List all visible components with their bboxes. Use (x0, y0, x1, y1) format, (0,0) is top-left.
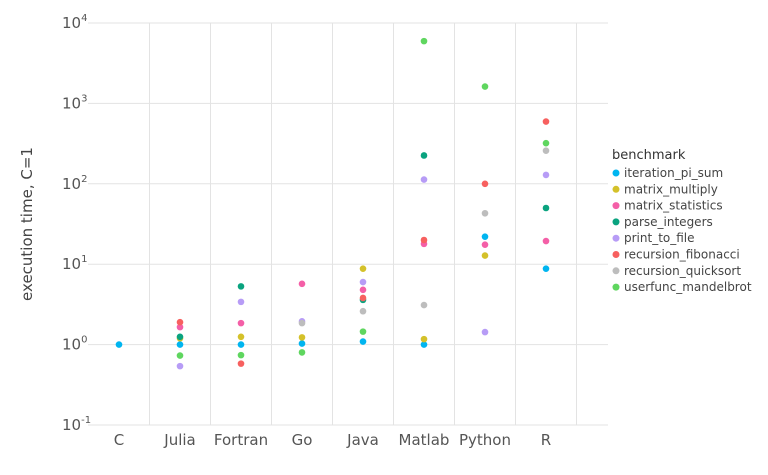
legend: benchmark iteration_pi_sum matrix_multipl… (612, 148, 752, 294)
data-point-recursion-fibonacci (176, 318, 184, 326)
data-point-iteration-pi-sum (115, 341, 123, 348)
data-point-userfunc-mandelbrot (481, 83, 489, 90)
data-point-iteration-pi-sum (359, 338, 367, 345)
data-point-print-to-file (481, 328, 489, 336)
data-point-matrix-statistics (237, 319, 245, 327)
data-point-recursion-fibonacci (237, 360, 245, 367)
x-tick-label: C (114, 431, 124, 449)
data-point-parse-integers (176, 333, 184, 341)
data-point-parse-integers (237, 283, 245, 290)
data-point-userfunc-mandelbrot (420, 37, 428, 45)
x-axis-ticks: C Julia Fortran Go Java Matlab Python R (114, 431, 551, 449)
legend-marker (612, 185, 620, 193)
data-point-parse-integers (420, 152, 428, 159)
data-point-recursion-quicksort (542, 147, 550, 155)
data-points (115, 37, 550, 370)
data-point-iteration-pi-sum (481, 233, 489, 240)
data-point-matrix-multiply (359, 265, 367, 272)
legend-title: benchmark (612, 148, 686, 163)
legend-label: print_to_file (624, 231, 695, 245)
legend-label: matrix_statistics (624, 199, 723, 213)
legend-label: userfunc_mandelbrot (624, 280, 752, 294)
data-point-iteration-pi-sum (298, 340, 306, 347)
legend-label: recursion_fibonacci (624, 248, 740, 262)
data-point-recursion-quicksort (298, 319, 306, 327)
data-point-print-to-file (359, 278, 367, 286)
legend-marker (612, 202, 620, 210)
data-point-print-to-file (176, 362, 184, 370)
legend-label: parse_integers (624, 215, 713, 229)
data-point-userfunc-mandelbrot (176, 352, 184, 359)
data-point-matrix-statistics (481, 241, 489, 248)
legend-marker (612, 234, 620, 242)
data-point-print-to-file (542, 171, 550, 179)
legend-marker (612, 267, 620, 275)
data-point-matrix-statistics (359, 286, 367, 294)
y-tick-label: 101 (62, 254, 87, 273)
legend-label: iteration_pi_sum (624, 166, 723, 180)
y-axis-title: execution time, C=1 (18, 147, 36, 301)
data-point-userfunc-mandelbrot (542, 139, 550, 147)
data-point-userfunc-mandelbrot (237, 351, 245, 359)
grid-lines (88, 22, 608, 426)
y-tick-label: 100 (62, 335, 87, 354)
y-tick-label: 103 (62, 93, 87, 112)
data-point-recursion-fibonacci (481, 180, 489, 188)
legend-marker (612, 251, 620, 258)
x-tick-label: Python (459, 431, 511, 449)
data-point-iteration-pi-sum (420, 341, 428, 348)
legend-marker (612, 169, 620, 177)
data-point-print-to-file (420, 176, 428, 183)
x-tick-label: Java (346, 431, 379, 449)
data-point-matrix-multiply (481, 252, 489, 259)
data-point-matrix-statistics (176, 323, 184, 331)
data-point-recursion-fibonacci (542, 118, 550, 125)
data-point-parse-integers (542, 204, 550, 212)
data-point-matrix-multiply (298, 334, 306, 341)
x-tick-label: Matlab (399, 431, 450, 449)
legend-marker (612, 283, 620, 291)
data-point-iteration-pi-sum (542, 265, 550, 272)
data-point-iteration-pi-sum (237, 341, 245, 348)
data-point-matrix-multiply (237, 333, 245, 341)
x-tick-label: Julia (163, 431, 195, 449)
data-point-print-to-file (237, 298, 245, 306)
y-tick-label: 102 (62, 174, 87, 193)
legend-label: matrix_multiply (624, 182, 718, 196)
data-point-recursion-quicksort (420, 301, 428, 309)
y-tick-label: 10-1 (62, 415, 91, 434)
x-tick-label: R (541, 431, 551, 449)
x-tick-label: Fortran (214, 431, 268, 449)
y-axis-ticks: 10-1 100 101 102 103 104 (62, 13, 91, 434)
data-point-matrix-multiply (420, 335, 428, 343)
data-point-matrix-statistics (298, 280, 306, 288)
data-point-recursion-fibonacci (420, 236, 428, 244)
legend-label: recursion_quicksort (624, 264, 741, 278)
data-point-matrix-statistics (542, 237, 550, 245)
data-point-userfunc-mandelbrot (359, 328, 367, 335)
y-tick-label: 104 (62, 13, 87, 32)
legend-marker (612, 218, 620, 226)
data-point-iteration-pi-sum (176, 341, 184, 348)
data-point-recursion-quicksort (359, 307, 367, 315)
x-tick-label: Go (292, 431, 313, 449)
data-point-recursion-fibonacci (359, 294, 367, 302)
data-point-userfunc-mandelbrot (298, 349, 306, 356)
data-point-recursion-quicksort (481, 209, 489, 217)
